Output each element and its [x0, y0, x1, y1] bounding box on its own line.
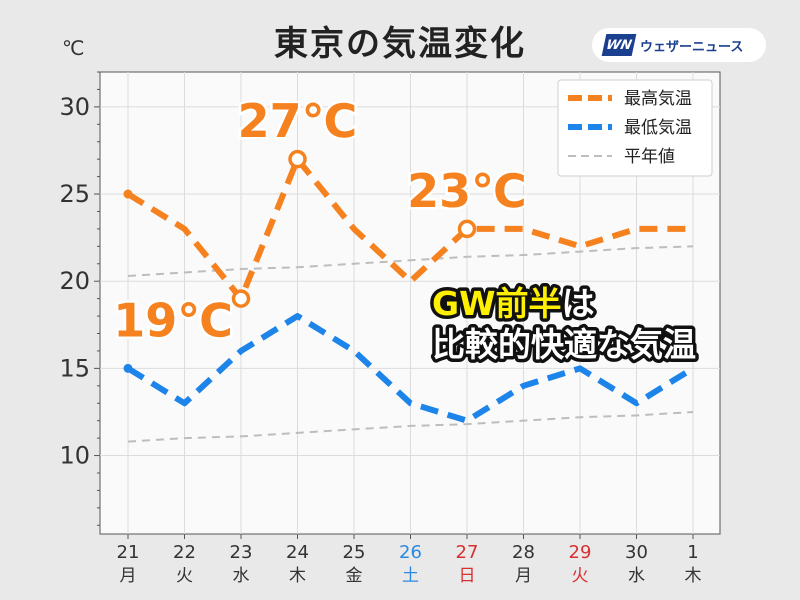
temperature-annotation: 23℃ [407, 164, 527, 218]
x-tick-label-day: 22 [173, 542, 196, 563]
x-tick-label-day: 27 [456, 542, 479, 563]
x-tick-label-day: 30 [625, 542, 648, 563]
series-line-high [126, 156, 693, 302]
chart-title: 東京の気温変化 [274, 24, 526, 64]
x-tick-label-dow: 月 [120, 566, 137, 586]
x-tick-label-dow: 火 [176, 566, 193, 586]
series-line-normal [127, 245, 694, 277]
legend-label-high: 最高気温 [624, 89, 692, 109]
series-start-point-high [123, 189, 133, 199]
series-start-point-low [123, 363, 133, 373]
annotated-point [457, 219, 477, 239]
x-tick-label-day: 29 [569, 542, 592, 563]
callout-rest: は [562, 284, 595, 323]
y-tick-label: 20 [59, 267, 90, 295]
y-tick-label: 30 [59, 93, 90, 121]
x-tick-label-day: 26 [399, 542, 422, 563]
x-tick-label-day: 28 [512, 542, 535, 563]
x-tick-label-day: 24 [286, 542, 309, 563]
y-axis-unit: ℃ [62, 36, 85, 60]
weathernews-logo: WN ウェザーニュース [592, 28, 766, 62]
x-tick-label-dow: 火 [572, 566, 589, 586]
x-tick-label-dow: 水 [628, 566, 645, 586]
x-tick-label-dow: 日 [459, 566, 476, 586]
callout-line2: 比較的快適な気温 [432, 325, 696, 364]
temperature-annotation: 27℃ [238, 94, 358, 148]
x-tick-label-dow: 木 [685, 566, 702, 586]
annotated-point [231, 289, 251, 308]
legend-label-normal: 平年値 [624, 147, 675, 167]
y-tick-label: 10 [59, 442, 90, 470]
y-tick-label: 25 [59, 180, 90, 208]
x-tick-label-dow: 金 [346, 566, 363, 586]
x-tick-label-dow: 木 [289, 566, 306, 586]
x-tick-label-day: 23 [230, 542, 253, 563]
logo-text: ウェザーニュース [640, 39, 744, 55]
callout-highlight: GW前半 [432, 284, 562, 323]
x-tick-label-dow: 土 [402, 566, 419, 586]
x-tick-label-day: 21 [117, 542, 140, 563]
series-line-normal_low [127, 410, 694, 443]
legend-box [557, 79, 713, 177]
x-tick-label-day: 1 [687, 542, 698, 563]
series-group [123, 156, 695, 443]
y-tick-label: 15 [59, 354, 90, 382]
x-tick-label-dow: 水 [233, 566, 250, 586]
x-tick-label-dow: 月 [515, 566, 532, 586]
annotations-group: 27℃ 19℃ 23℃ [111, 92, 530, 350]
legend-label-low: 最低気温 [624, 118, 692, 138]
temperature-annotation: 19℃ [113, 294, 233, 348]
callout-line1: GW前半は [432, 284, 595, 323]
x-tick-label-day: 25 [343, 542, 366, 563]
axes: 10 15 20 25 30 21 月 22 火 23 水 24 木 25 金 26 土 27 日 28 月 29 火 30 水… [59, 71, 702, 586]
annotated-point [288, 149, 307, 169]
series-line-low [126, 313, 695, 424]
